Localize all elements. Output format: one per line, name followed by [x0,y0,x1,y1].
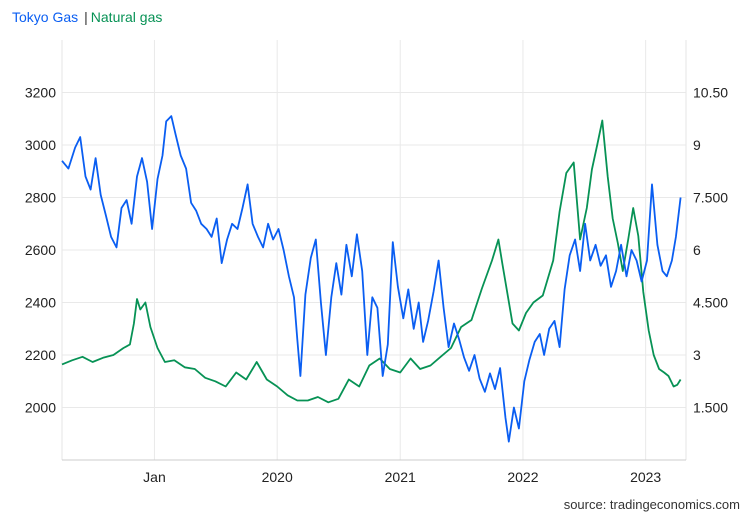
y-left-tick-label: 3000 [25,137,56,153]
x-tick-label: 2022 [507,469,538,485]
x-tick-label: 2023 [630,469,661,485]
series-line-tokyo-gas [61,115,682,443]
y-left-tick-label: 2400 [25,295,56,311]
y-left-tick-label: 2000 [25,400,56,416]
series-line-natural-gas [61,119,682,404]
y-right-tick-label: 4.500 [693,295,728,311]
x-tick-label: 2021 [385,469,416,485]
y-left-tick-label: 3200 [25,85,56,101]
y-left-tick-label: 2600 [25,242,56,258]
y-right-tick-label: 1.500 [693,400,728,416]
y-right-tick-label: 3 [693,347,701,363]
x-tick-label: 2020 [262,469,293,485]
legend: Tokyo Gas | Natural gas [12,9,162,25]
y-right-tick-label: 9 [693,137,701,153]
y-right-tick-label: 7.500 [693,190,728,206]
y-right-tick-label: 6 [693,242,701,258]
y-left-tick-label: 2200 [25,347,56,363]
x-tick-label: Jan [143,469,166,485]
legend-separator: | [84,9,88,25]
legend-tokyo-gas[interactable]: Tokyo Gas [12,9,79,25]
y-right-tick-label: 10.50 [693,85,728,101]
y-left-tick-label: 2800 [25,190,56,206]
legend-natural-gas[interactable]: Natural gas [90,9,163,25]
source-credit: source: tradingeconomics.com [563,497,740,512]
